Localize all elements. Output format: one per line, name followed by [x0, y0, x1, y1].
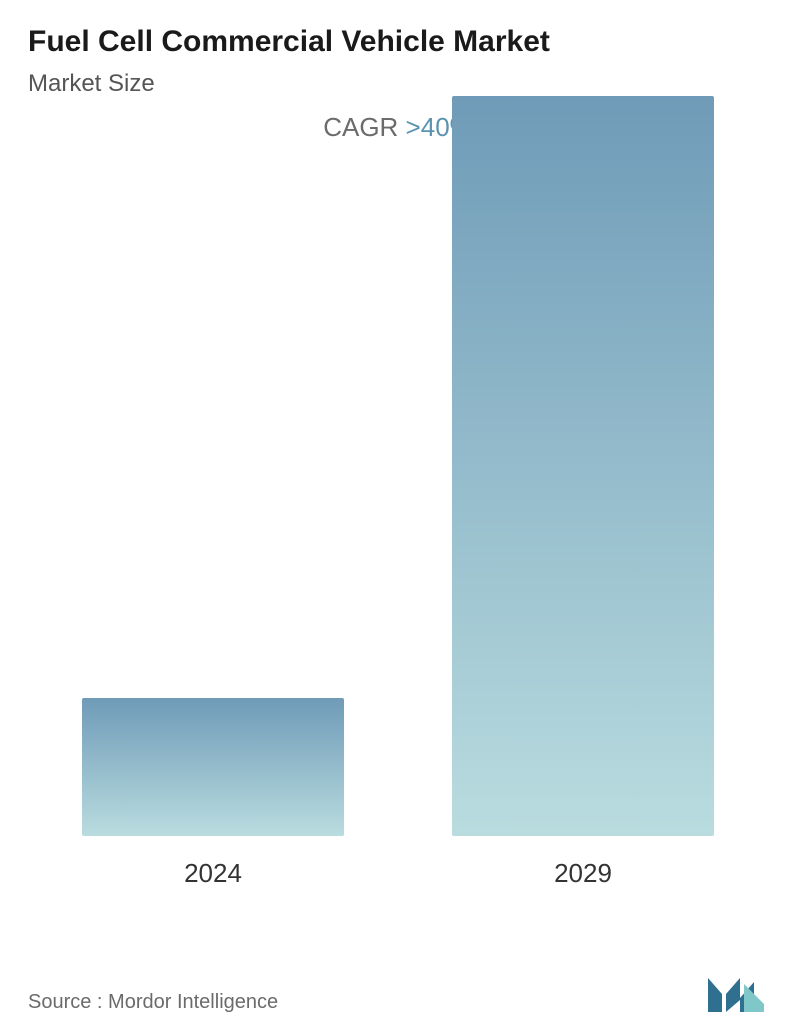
logo-shape-left: [708, 978, 722, 1012]
source-attribution: Source : Mordor Intelligence: [28, 991, 278, 1014]
x-axis-label: 2029: [554, 858, 612, 889]
bar: [452, 96, 714, 836]
chart-plot-area: 2024 2029: [28, 149, 768, 964]
brand-logo-icon: [704, 974, 768, 1014]
x-axis-label: 2024: [184, 858, 242, 889]
bar-slot: 2024: [82, 698, 344, 889]
chart-container: Fuel Cell Commercial Vehicle Market Mark…: [0, 0, 796, 1034]
chart-subtitle: Market Size: [28, 70, 768, 98]
chart-footer: Source : Mordor Intelligence: [28, 964, 768, 1014]
bars-region: 2024 2029: [28, 149, 768, 889]
cagr-label: CAGR: [323, 112, 405, 142]
bar: [82, 698, 344, 836]
bar-slot: 2029: [452, 96, 714, 889]
chart-title: Fuel Cell Commercial Vehicle Market: [28, 24, 768, 60]
